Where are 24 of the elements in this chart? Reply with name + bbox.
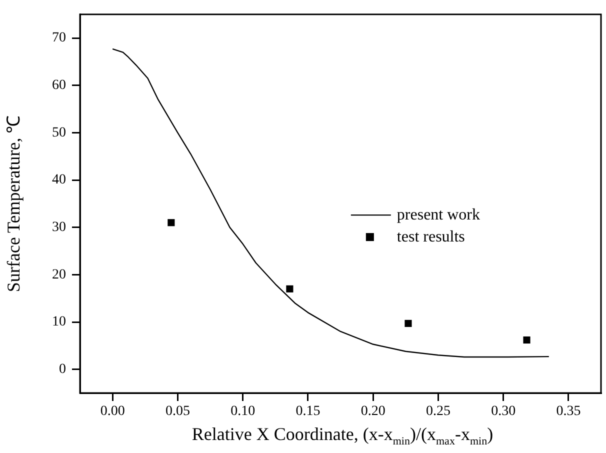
x-tick-label: 0.10: [230, 404, 256, 420]
x-tick-label: 0.25: [426, 404, 450, 420]
x-tick-label: 0.05: [165, 404, 190, 420]
x-tick-label: 0.20: [360, 404, 386, 420]
y-tick-label: 60: [52, 78, 66, 94]
x-axis-title: Relative X Coordinate, (x-x$_{min}$)/(x$_{max}$-x$_{min}$): [190, 424, 494, 448]
x-tick-label: 0.15: [296, 404, 320, 420]
y-tick-label: 20: [52, 267, 66, 282]
y-tick-label: 70: [52, 30, 66, 46]
y-tick-label: 50: [52, 125, 66, 140]
legend-label: test results: [396, 228, 465, 246]
x-tick-label: 0.30: [491, 404, 516, 420]
y-tick-label: 0: [59, 362, 66, 378]
legend-label: present work: [396, 206, 480, 224]
y-tick-label: 30: [52, 220, 66, 236]
point: [523, 336, 530, 344]
y-tick-label: 10: [52, 314, 66, 330]
point: [168, 219, 175, 226]
point: [404, 320, 412, 327]
point: [286, 285, 294, 292]
y-axis-title: Surface Temperature, ℃: [4, 115, 24, 292]
y-tick-label: 40: [52, 172, 66, 188]
x-tick-label: 0.00: [100, 404, 125, 420]
x-tick-label: 0.35: [556, 404, 581, 420]
